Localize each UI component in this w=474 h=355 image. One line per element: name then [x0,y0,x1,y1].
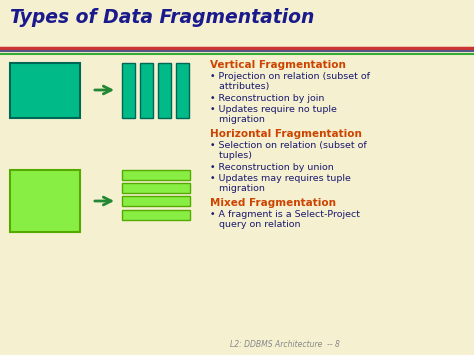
Bar [158,63,171,118]
Bar [122,196,190,206]
Bar [122,63,135,118]
Text: • Projection on relation (subset of
   attributes): • Projection on relation (subset of attr… [210,72,370,91]
Text: • Reconstruction by join: • Reconstruction by join [210,94,324,103]
Text: • Selection on relation (subset of
   tuples): • Selection on relation (subset of tuple… [210,141,367,160]
Text: • Updates require no tuple
   migration: • Updates require no tuple migration [210,105,337,124]
Bar [140,63,153,118]
Text: Types of Data Fragmentation: Types of Data Fragmentation [10,8,314,27]
Bar [10,63,80,118]
Bar [10,170,80,232]
Bar [122,183,190,193]
Bar [176,63,189,118]
Text: • Updates may requires tuple
   migration: • Updates may requires tuple migration [210,174,351,193]
Text: L2: DDBMS Architecture  -- 8: L2: DDBMS Architecture -- 8 [230,340,340,349]
Text: Mixed Fragmentation: Mixed Fragmentation [210,198,336,208]
Text: • A fragment is a Select-Project
   query on relation: • A fragment is a Select-Project query o… [210,210,360,229]
Text: Horizontal Fragmentation: Horizontal Fragmentation [210,129,362,139]
Bar [122,210,190,220]
Bar [122,170,190,180]
Text: • Reconstruction by union: • Reconstruction by union [210,163,334,172]
Text: Vertical Fragmentation: Vertical Fragmentation [210,60,346,70]
